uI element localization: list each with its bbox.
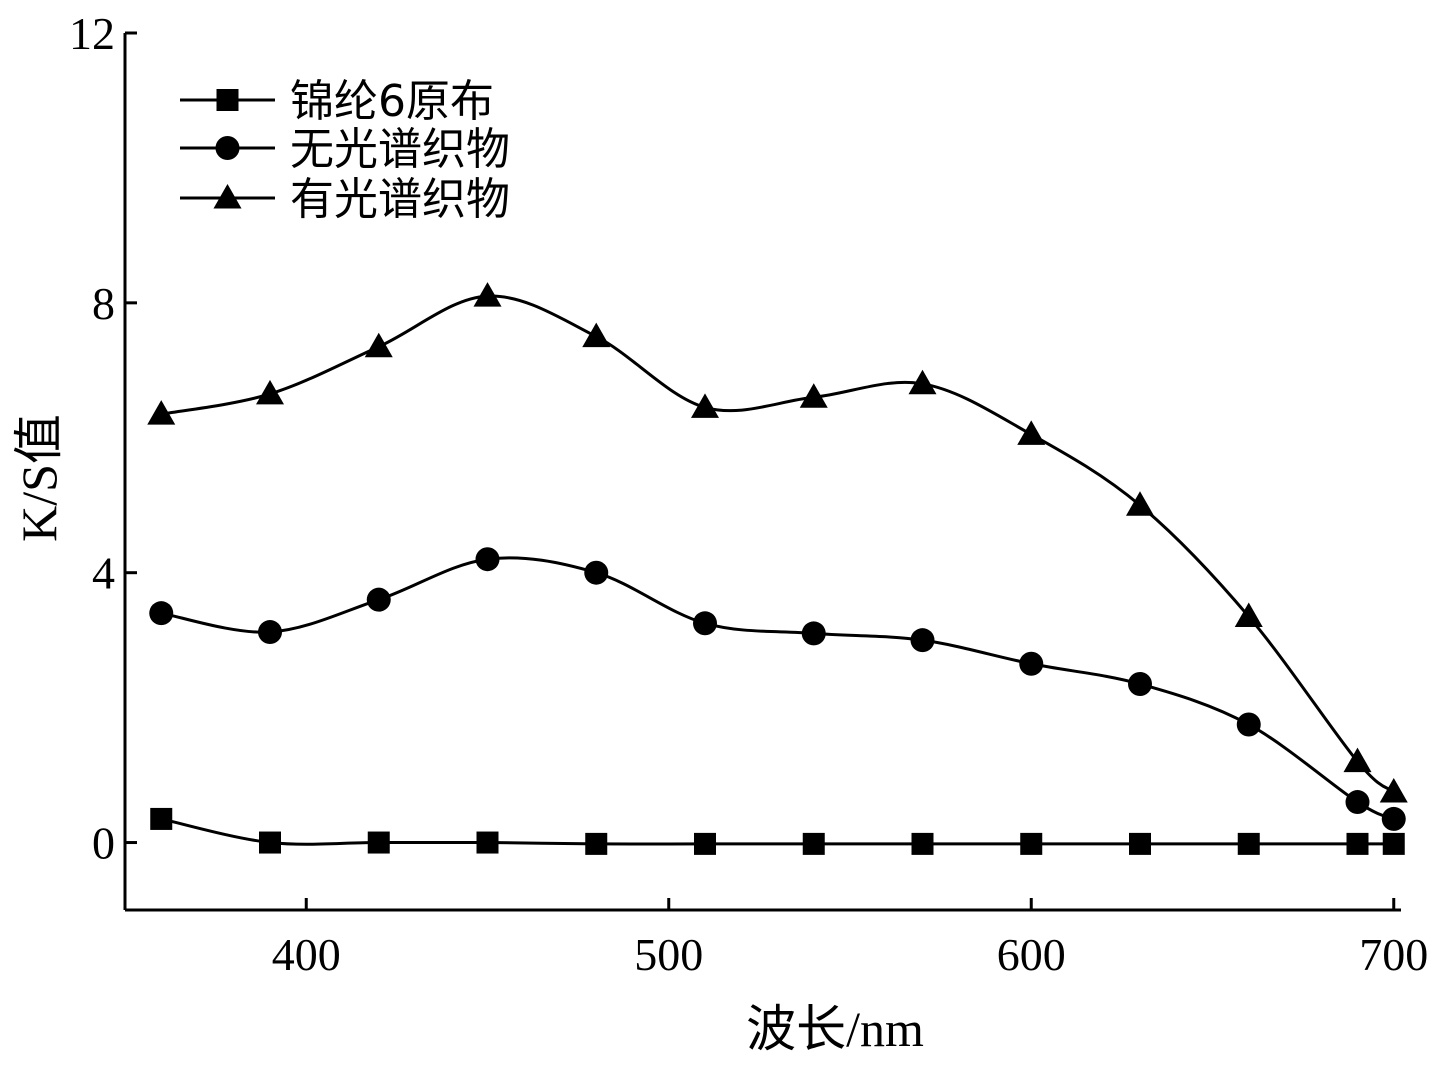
data-point-triangle [1234,602,1263,628]
data-point-square [150,807,173,830]
y-tick-label: 8 [92,278,115,329]
data-point-triangle [799,383,828,408]
x-tick-label: 500 [634,929,703,980]
data-point-circle [1236,712,1261,737]
data-point-circle [475,547,500,572]
data-point-circle [1381,806,1406,831]
ticks: 400 500 600 700 0 4 8 12 [69,8,1428,980]
legend-label: 无光谱织物 [290,124,510,175]
data-point-triangle [256,379,284,405]
data-point-square [1382,832,1405,855]
data-point-circle [1019,651,1044,676]
data-point-square [476,831,499,854]
series-line-1 [160,817,1394,846]
data-point-triangle [473,282,502,307]
legend-marker-square [216,89,239,111]
data-point-square [1020,832,1043,855]
legend-marker-circle [215,136,240,160]
data-point-square [911,832,934,855]
series-line-3 [160,294,1395,794]
data-point-triangle [582,322,611,348]
y-tick-label: 4 [92,548,115,599]
data-point-triangle [691,393,719,418]
series-lines [160,294,1395,846]
data-point-circle [258,620,282,645]
y-tick-label: 12 [69,8,115,59]
data-point-square [585,832,608,855]
data-point-circle [366,587,391,612]
x-axis-title: 波长/nm [746,1001,924,1057]
data-point-square [1129,832,1151,855]
legend-label: 有光谱织物 [290,174,510,225]
data-point-triangle [364,332,393,358]
legend-marker-triangle [213,184,242,209]
series-markers [147,282,1408,855]
data-point-circle [1128,672,1152,697]
data-point-triangle [1126,491,1154,516]
data-point-square [802,832,825,855]
data-point-triangle [1379,777,1408,803]
data-point-triangle [147,400,176,425]
data-point-square [367,831,390,854]
data-point-square [1237,832,1260,855]
data-point-circle [584,560,609,585]
x-tick-label: 400 [272,929,341,980]
data-point-triangle [1343,747,1372,773]
data-point-circle [693,611,717,636]
data-point-square [1346,832,1369,855]
y-tick-label: 0 [92,818,115,869]
data-point-circle [910,628,935,653]
series-line-2 [160,556,1395,821]
x-tick-label: 600 [997,929,1066,980]
axes [123,33,1401,912]
data-point-square [259,831,281,854]
data-point-square [694,832,716,855]
data-point-circle [149,601,174,626]
data-point-triangle [1017,420,1046,445]
data-point-circle [801,621,826,646]
x-tick-label: 700 [1359,929,1428,980]
data-point-circle [1345,790,1370,815]
legend-label: 锦纶6原布 [290,76,494,127]
data-point-triangle [908,369,937,395]
y-axis-title: K/S值 [11,414,67,542]
